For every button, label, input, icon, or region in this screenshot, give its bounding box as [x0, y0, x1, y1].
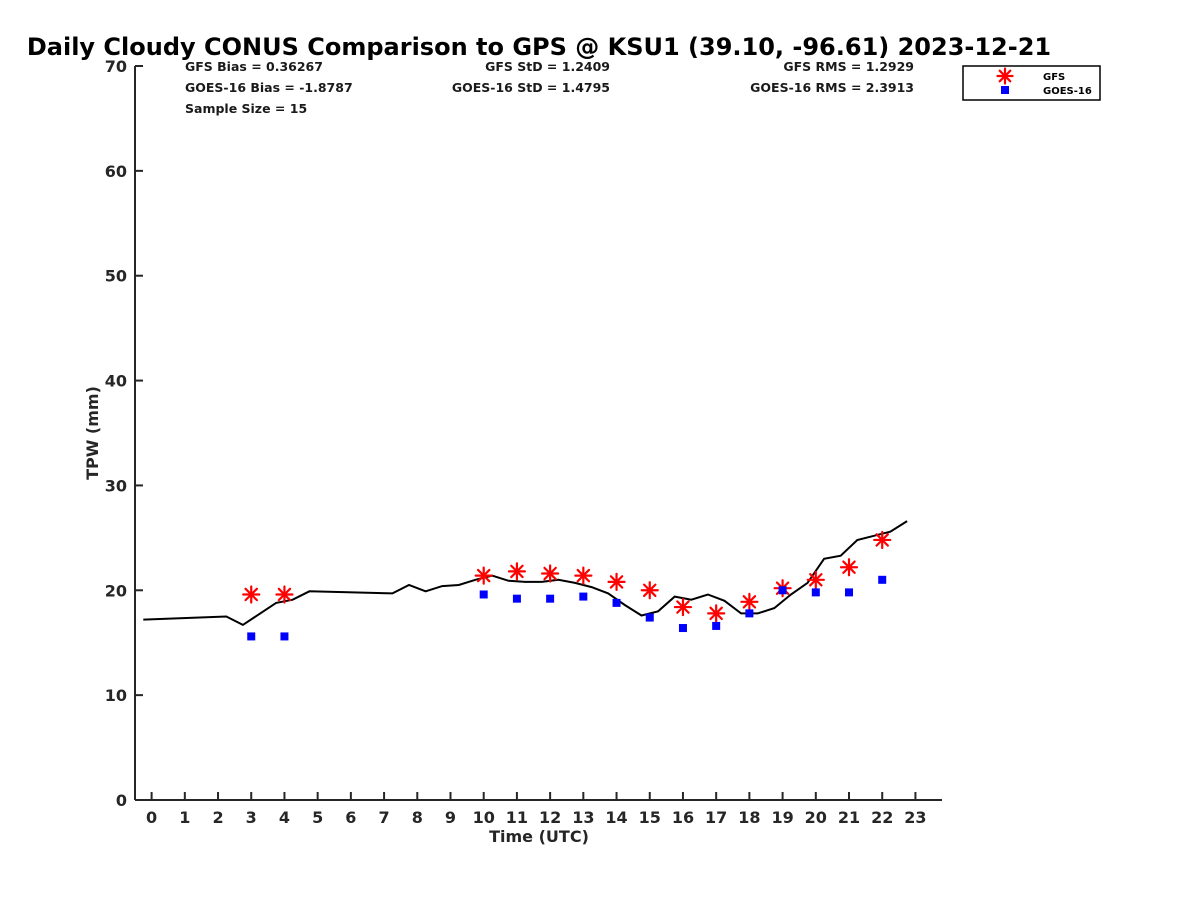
- gfs-point: [607, 572, 626, 591]
- x-tick-label: 19: [771, 808, 793, 827]
- y-axis-label: TPW (mm): [83, 386, 102, 480]
- y-ticks: 0 10 20 30 40 50 60 70: [105, 57, 143, 810]
- gfs-point: [740, 592, 759, 611]
- x-tick-label: 2: [212, 808, 223, 827]
- x-tick-label: 23: [904, 808, 926, 827]
- goes-point: [778, 586, 787, 595]
- y-tick-label: 70: [105, 57, 127, 76]
- goes-point: [612, 598, 621, 607]
- gfs-point: [541, 564, 560, 583]
- goes-point: [645, 613, 654, 622]
- x-tick-label: 16: [672, 808, 694, 827]
- goes-point: [512, 594, 521, 603]
- gfs-point: [640, 581, 659, 600]
- x-tick-label: 7: [379, 808, 390, 827]
- goes-point: [712, 621, 721, 630]
- x-tick-label: 6: [345, 808, 356, 827]
- x-tick-label: 15: [639, 808, 661, 827]
- series-layer: [143, 520, 908, 641]
- goes-point: [878, 575, 887, 584]
- y-tick-label: 0: [116, 791, 127, 810]
- plot-axes: [134, 66, 942, 801]
- x-tick-label: 11: [506, 808, 528, 827]
- goes-point: [745, 609, 754, 618]
- gfs-point: [707, 604, 726, 623]
- x-tick-label: 18: [738, 808, 760, 827]
- legend-box: [962, 65, 1101, 101]
- x-tick-label: 13: [572, 808, 594, 827]
- x-tick-label: 0: [146, 808, 157, 827]
- gfs-point: [806, 570, 825, 589]
- legend-goes-label: GOES-16: [1043, 86, 1092, 97]
- gfs-point: [474, 566, 493, 585]
- goes-point: [247, 632, 256, 641]
- goes-rms-stat: GOES-16 RMS = 2.3913: [750, 80, 914, 95]
- legend-gfs-marker: [996, 67, 1014, 85]
- x-tick-label: 10: [473, 808, 495, 827]
- gfs-rms-stat: GFS RMS = 1.2929: [783, 59, 914, 74]
- x-ticks: 0 1 2 3 4 5 6 7 8 9 10 11 12 13 14 15 16 17 18 19 20 21 22 23: [146, 792, 927, 827]
- x-tick-label: 12: [539, 808, 561, 827]
- goes-point: [546, 594, 555, 603]
- y-tick-label: 40: [105, 372, 127, 391]
- legend-goes-marker: [1001, 86, 1009, 94]
- legend: GFS GOES-16: [962, 65, 1101, 101]
- y-tick-label: 60: [105, 162, 127, 181]
- y-tick-label: 10: [105, 686, 127, 705]
- x-tick-label: 14: [605, 808, 627, 827]
- goes-std-stat: GOES-16 StD = 1.4795: [452, 80, 610, 95]
- gfs-point: [873, 530, 892, 550]
- sample-size-stat: Sample Size = 15: [185, 101, 307, 116]
- goes-bias-stat: GOES-16 Bias = -1.8787: [185, 80, 353, 95]
- x-axis-label: Time (UTC): [489, 827, 589, 846]
- x-tick-label: 1: [179, 808, 190, 827]
- x-tick-label: 3: [246, 808, 257, 827]
- y-tick-label: 50: [105, 267, 127, 286]
- legend-gfs-label: GFS: [1043, 72, 1065, 83]
- gfs-point: [507, 562, 527, 581]
- gps-tpw-line: [143, 520, 908, 627]
- gfs-bias-stat: GFS Bias = 0.36267: [185, 59, 323, 74]
- goes-point: [811, 588, 820, 597]
- x-tick-label: 4: [279, 808, 290, 827]
- gfs-point: [673, 597, 693, 617]
- gfs-point: [574, 566, 593, 585]
- goes-point: [845, 588, 854, 597]
- y-tick-label: 20: [105, 581, 127, 600]
- goes-point: [479, 590, 488, 599]
- x-tick-label: 9: [445, 808, 456, 827]
- chart-title: Daily Cloudy CONUS Comparison to GPS @ K…: [27, 33, 1051, 61]
- gfs-point: [839, 558, 859, 577]
- x-tick-label: 5: [312, 808, 323, 827]
- goes-point: [579, 592, 588, 601]
- x-tick-label: 8: [412, 808, 423, 827]
- y-tick-label: 30: [105, 476, 127, 495]
- goes-point: [678, 624, 687, 633]
- x-tick-label: 22: [871, 808, 893, 827]
- x-tick-label: 20: [805, 808, 827, 827]
- gfs-point: [275, 585, 294, 604]
- goes-point: [280, 632, 289, 641]
- x-tick-label: 21: [838, 808, 860, 827]
- gfs-std-stat: GFS StD = 1.2409: [485, 59, 610, 74]
- legend-gfs-star: [996, 67, 1014, 85]
- x-tick-label: 17: [705, 808, 727, 827]
- gfs-point: [242, 585, 261, 604]
